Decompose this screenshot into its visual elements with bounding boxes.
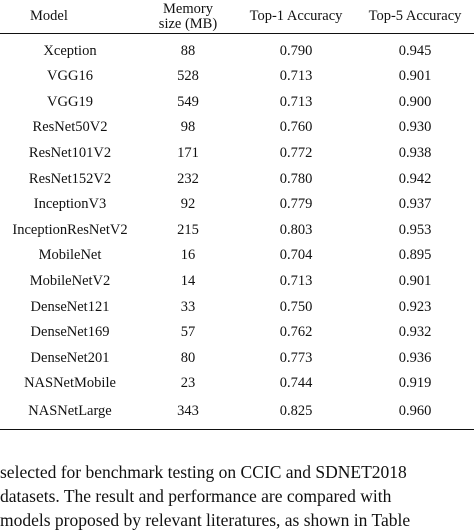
cell-top5: 0.919 [398, 375, 432, 392]
cell-top5: 0.953 [398, 221, 432, 238]
header-top1-accuracy: Top-1 Accuracy [236, 0, 356, 34]
cell-model: InceptionResNetV2 [12, 221, 128, 238]
cell-memory: 57 [180, 324, 196, 341]
cell-top5: 0.901 [398, 273, 432, 290]
paragraph-line: datasets. The result and performance are… [0, 486, 392, 506]
cell-memory: 92 [180, 196, 196, 213]
body-paragraph: selected for benchmark testing on CCIC a… [0, 460, 474, 532]
cell-top5: 0.901 [398, 68, 432, 85]
cell-model: NASNetLarge [0, 396, 140, 430]
cell-top1: 0.779 [279, 196, 313, 213]
header-memory-size: Memory size (MB) [140, 0, 236, 34]
cell-memory: 23 [180, 375, 196, 392]
table-row: DenseNet121 33 0.750 0.923 [0, 294, 474, 320]
table-row: InceptionResNetV2 215 0.803 0.953 [0, 218, 474, 244]
model-benchmark-table: Model Memory size (MB) Top-1 Accuracy To… [0, 0, 474, 430]
table-row: MobileNetV2 14 0.713 0.901 [0, 269, 474, 295]
cell-top1: 0.803 [279, 221, 313, 238]
cell-model: DenseNet169 [30, 324, 110, 341]
table-header-row: Model Memory size (MB) Top-1 Accuracy To… [0, 0, 474, 34]
cell-top5: 0.923 [398, 298, 432, 315]
cell-memory: 88 [180, 42, 196, 59]
cell-memory: 232 [177, 170, 199, 187]
cell-top1: 0.704 [279, 247, 313, 264]
cell-top1: 0.772 [279, 145, 313, 162]
cell-model: Xception [43, 42, 97, 59]
table-row: ResNet50V2 98 0.760 0.930 [0, 115, 474, 141]
cell-model: MobileNet [38, 247, 102, 264]
cell-model: ResNet101V2 [28, 145, 112, 162]
header-top5-accuracy: Top-5 Accuracy [356, 0, 474, 34]
cell-model: MobileNetV2 [29, 273, 111, 290]
cell-top1: 0.825 [236, 396, 356, 430]
paragraph-line: models proposed by relevant literatures,… [0, 510, 411, 530]
cell-top5: 0.930 [398, 119, 432, 136]
table-row: DenseNet169 57 0.762 0.932 [0, 320, 474, 346]
cell-top1: 0.760 [279, 119, 313, 136]
cell-top1: 0.762 [279, 324, 313, 341]
cell-top1: 0.713 [279, 273, 313, 290]
cell-top5: 0.900 [398, 93, 432, 110]
cell-top5: 0.932 [398, 324, 432, 341]
cell-top1: 0.750 [279, 298, 313, 315]
cell-top1: 0.780 [279, 170, 313, 187]
cell-model: NASNetMobile [24, 375, 116, 392]
table-row: VGG16 528 0.713 0.901 [0, 64, 474, 90]
paragraph-line: selected for benchmark testing on CCIC a… [0, 462, 407, 482]
cell-memory: 215 [177, 221, 199, 238]
cell-memory: 528 [177, 68, 199, 85]
cell-model: ResNet50V2 [32, 119, 108, 136]
table-row: NASNetLarge 343 0.825 0.960 [0, 396, 474, 430]
cell-top1: 0.790 [279, 42, 313, 59]
table-row: InceptionV3 92 0.779 0.937 [0, 192, 474, 218]
benchmark-table-container: Model Memory size (MB) Top-1 Accuracy To… [0, 0, 474, 430]
header-model: Model [0, 0, 140, 34]
cell-model: ResNet152V2 [28, 170, 112, 187]
cell-memory: 343 [140, 396, 236, 430]
cell-top1: 0.713 [279, 68, 313, 85]
table-row: MobileNet 16 0.704 0.895 [0, 243, 474, 269]
cell-top5: 0.960 [356, 396, 474, 430]
cell-top5: 0.942 [398, 170, 432, 187]
cell-model: VGG19 [47, 93, 93, 110]
cell-memory: 549 [177, 93, 199, 110]
cell-top5: 0.895 [398, 247, 432, 264]
table-row: NASNetMobile 23 0.744 0.919 [0, 371, 474, 397]
cell-top5: 0.945 [398, 42, 432, 59]
cell-top5: 0.938 [398, 145, 432, 162]
header-memory-line1: Memory [163, 0, 213, 17]
cell-model: DenseNet201 [30, 349, 110, 366]
cell-model: VGG16 [47, 68, 93, 85]
cell-memory: 16 [180, 247, 196, 264]
table-row: ResNet152V2 232 0.780 0.942 [0, 166, 474, 192]
header-memory-line2: size (MB) [158, 15, 218, 32]
table-row: VGG19 549 0.713 0.900 [0, 90, 474, 116]
table-row: ResNet101V2 171 0.772 0.938 [0, 141, 474, 167]
cell-top5: 0.936 [398, 349, 432, 366]
cell-top1: 0.744 [279, 375, 313, 392]
cell-memory: 98 [180, 119, 196, 136]
cell-memory: 14 [180, 273, 196, 290]
cell-top1: 0.773 [279, 349, 313, 366]
table-row: Xception 88 0.790 0.945 [0, 34, 474, 65]
cell-top5: 0.937 [398, 196, 432, 213]
cell-model: InceptionV3 [33, 196, 107, 213]
table-row: DenseNet201 80 0.773 0.936 [0, 346, 474, 372]
cell-memory: 80 [180, 349, 196, 366]
cell-memory: 33 [180, 298, 196, 315]
cell-top1: 0.713 [279, 93, 313, 110]
cell-model: DenseNet121 [30, 298, 110, 315]
cell-memory: 171 [177, 145, 199, 162]
